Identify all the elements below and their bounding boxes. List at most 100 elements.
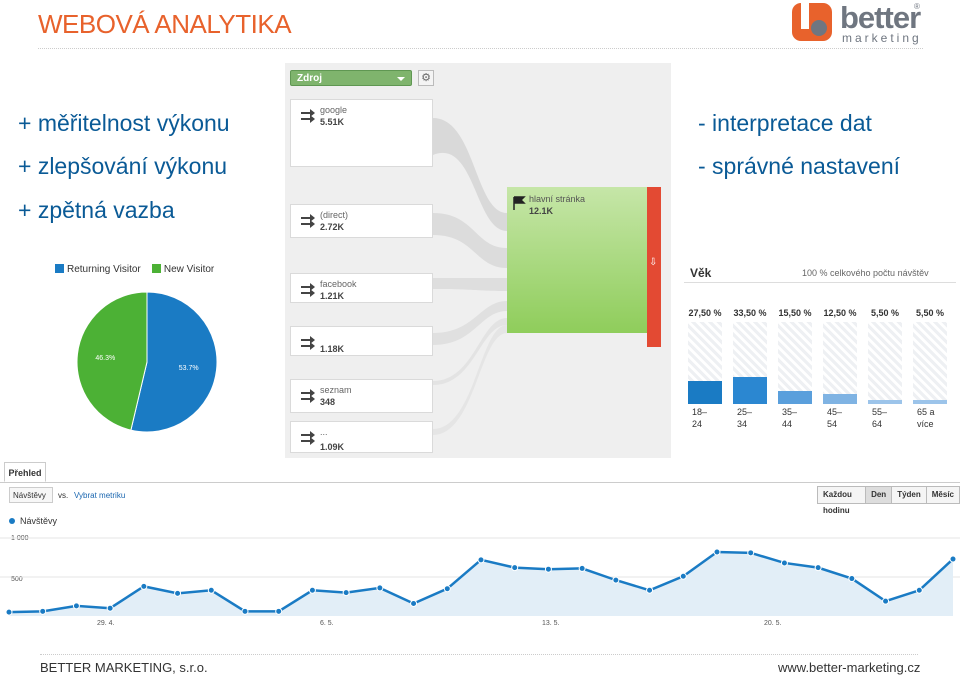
legend-swatch (151, 264, 161, 273)
tab-overview[interactable]: Přehled (4, 462, 46, 482)
source-value: 348 (320, 397, 336, 407)
exit-arrow-icon: ⇩ (649, 257, 658, 268)
age-bar-track[interactable] (688, 322, 722, 404)
data-point[interactable] (814, 564, 822, 572)
data-point[interactable] (949, 555, 957, 563)
pie-legend: Returning Visitor New Visitor (55, 264, 214, 275)
dimension-select-value: Zdroj (297, 73, 322, 84)
data-point[interactable] (477, 556, 485, 564)
age-bar-track[interactable] (778, 322, 812, 404)
week-button[interactable]: Týden (891, 486, 927, 504)
data-point[interactable] (713, 548, 721, 556)
granularity-buttons: Každou hodinu Den Týden Měsíc (817, 486, 960, 515)
data-point[interactable] (106, 604, 114, 612)
footer-website[interactable]: www.better-marketing.cz (778, 660, 921, 675)
pie-slice[interactable] (130, 291, 218, 433)
source-arrows-icon (301, 214, 315, 228)
data-point[interactable] (915, 586, 923, 594)
data-point[interactable] (544, 565, 552, 573)
source-name: facebook (320, 279, 357, 289)
flow-source-node[interactable]: seznam 348 (290, 379, 433, 413)
page-title: WEBOVÁ ANALYTIKA (38, 9, 292, 39)
data-point[interactable] (646, 586, 654, 594)
source-arrows-icon (301, 109, 315, 123)
data-point[interactable] (207, 586, 215, 594)
target-name: hlavní stránka (529, 194, 586, 204)
x-tick: 20. 5. (764, 620, 782, 627)
source-value: 5.51K (320, 117, 345, 127)
age-label: 35– 44 (782, 407, 798, 429)
hourly-button[interactable]: Každou hodinu (817, 486, 867, 515)
chevron-down-icon (397, 77, 405, 81)
data-point[interactable] (612, 576, 620, 584)
flow-source-node[interactable]: 1.18K (290, 326, 433, 356)
legend-label: Returning Visitor (67, 264, 141, 275)
data-point[interactable] (511, 564, 519, 572)
age-bar (688, 381, 722, 404)
age-bar (913, 399, 947, 404)
age-percent: 33,50 % (733, 308, 767, 318)
data-point[interactable] (5, 608, 13, 616)
pie-slice[interactable] (76, 291, 148, 431)
gear-icon[interactable]: ⚙ (418, 70, 434, 86)
age-bar (733, 376, 767, 404)
age-label: 25– 34 (737, 407, 753, 429)
logo-mark-icon (792, 3, 832, 41)
choose-metric-link[interactable]: Vybrat metriku (74, 491, 126, 500)
age-percent: 12,50 % (823, 308, 857, 318)
data-point[interactable] (679, 572, 687, 580)
age-label: 18– 24 (692, 407, 708, 429)
age-bar-track[interactable] (823, 322, 857, 404)
flow-source-node[interactable]: facebook 1.21K (290, 273, 433, 303)
logo-registered: ® (914, 2, 920, 11)
data-point[interactable] (342, 589, 350, 597)
age-bar-track[interactable] (913, 322, 947, 404)
data-point[interactable] (410, 600, 418, 608)
source-name: seznam (320, 385, 352, 395)
flow-source-node[interactable]: (direct) 2.72K (290, 204, 433, 238)
data-point[interactable] (174, 589, 182, 597)
data-point[interactable] (72, 602, 80, 610)
metric-select[interactable]: Návštěvy (9, 487, 53, 503)
flow-target-node[interactable] (507, 187, 647, 333)
source-name: google (320, 105, 348, 115)
legend-swatch (55, 264, 64, 273)
x-tick: 29. 4. (97, 620, 115, 627)
age-label: 65 a více (917, 407, 935, 429)
con-item: - správné nastavení (698, 153, 901, 179)
legend-label: New Visitor (163, 264, 215, 275)
data-point[interactable] (376, 584, 384, 592)
data-point[interactable] (443, 585, 451, 593)
source-value: 1.18K (320, 344, 345, 354)
behavior-flow-panel: Zdroj ⚙ google 5.51K (direct) 2.72K face… (285, 63, 671, 458)
flow-source-node[interactable]: google 5.51K (290, 99, 433, 167)
flag-icon (513, 196, 526, 210)
data-point[interactable] (39, 607, 47, 615)
series-dot (9, 518, 15, 524)
series-legend: Návštěvy (9, 516, 57, 526)
day-button[interactable]: Den (865, 486, 893, 504)
data-point[interactable] (275, 607, 283, 615)
age-bar (823, 393, 857, 404)
data-point[interactable] (882, 597, 890, 605)
month-button[interactable]: Měsíc (925, 486, 960, 504)
data-point[interactable] (780, 559, 788, 567)
dimension-select[interactable]: Zdroj (290, 70, 412, 86)
data-point[interactable] (308, 586, 316, 594)
flow-source-node[interactable]: ... 1.09K (290, 421, 433, 453)
data-point[interactable] (848, 575, 856, 583)
data-point[interactable] (241, 607, 249, 615)
age-bar-track[interactable] (868, 322, 902, 404)
pie-slice-label: 53.7% (179, 365, 199, 372)
age-percent: 5,50 % (915, 308, 945, 318)
visitor-pie-chart: 53.7% 46.3% (76, 291, 218, 433)
exit-bar (647, 187, 661, 347)
age-bar (868, 399, 902, 404)
x-tick: 6. 5. (320, 620, 334, 627)
data-point[interactable] (140, 582, 148, 590)
area-fill (9, 552, 953, 616)
data-point[interactable] (578, 564, 586, 572)
logo-word: better (840, 0, 921, 35)
age-bar-track[interactable] (733, 322, 767, 404)
data-point[interactable] (747, 549, 755, 557)
